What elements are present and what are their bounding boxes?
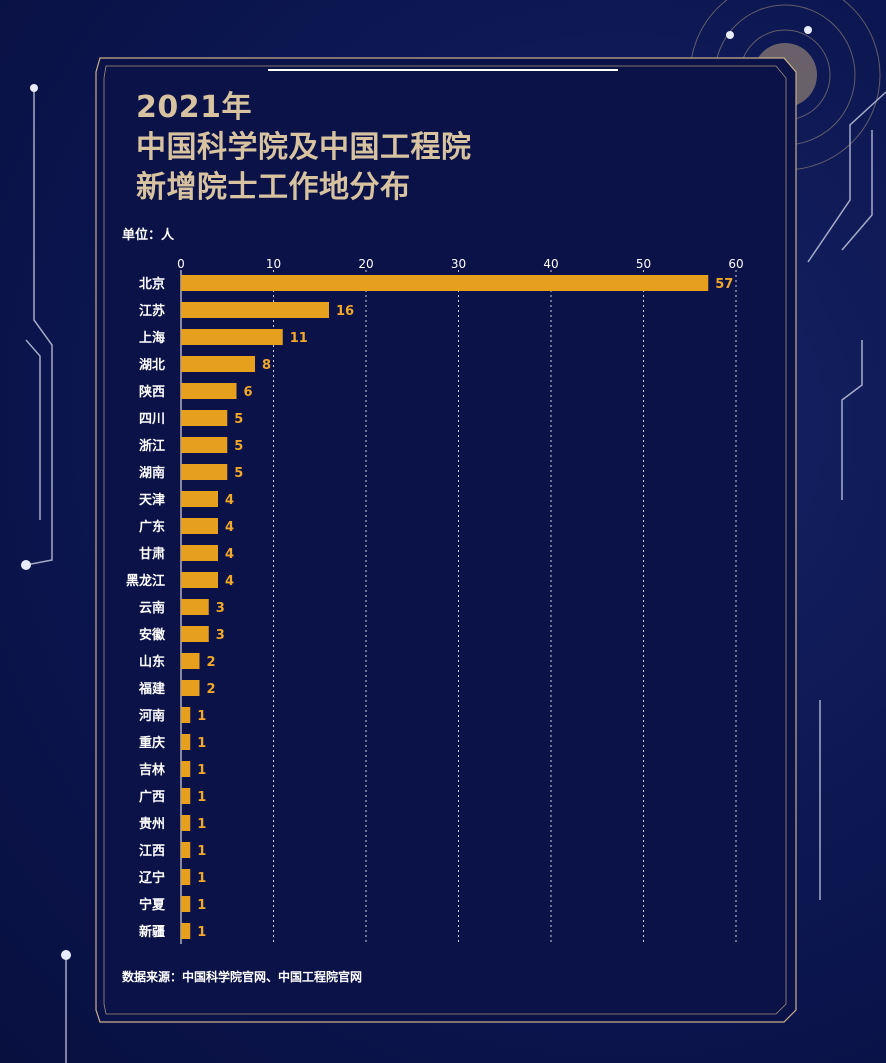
category-label: 宁夏 (139, 897, 166, 913)
value-label: 1 (197, 736, 206, 751)
x-tick-label: 60 (728, 257, 743, 271)
value-label: 1 (197, 709, 206, 724)
value-label: 57 (715, 277, 733, 292)
bar (181, 572, 218, 588)
category-label: 江苏 (139, 303, 165, 319)
bar (181, 383, 237, 399)
bar (181, 896, 191, 912)
category-label: 山东 (139, 654, 165, 670)
category-label: 天津 (139, 492, 165, 508)
category-label: 江西 (139, 843, 165, 859)
chart-title: 2021年 中国科学院及中国工程院 新增院士工作地分布 (136, 88, 472, 208)
title-line-3: 新增院士工作地分布 (136, 170, 411, 205)
category-label: 安徽 (139, 627, 166, 643)
bar (181, 626, 209, 642)
category-label: 北京 (139, 276, 165, 292)
category-label: 黑龙江 (126, 573, 165, 589)
value-label: 1 (197, 871, 206, 886)
title-line-1: 2021年 (136, 90, 252, 125)
value-label: 1 (197, 817, 206, 832)
value-label: 5 (234, 412, 243, 427)
bar (181, 464, 228, 480)
bar (181, 707, 191, 723)
bar (181, 653, 200, 669)
x-tick-label: 10 (266, 257, 281, 271)
category-label: 甘肃 (139, 546, 165, 562)
category-label: 吉林 (139, 762, 165, 778)
bar (181, 437, 228, 453)
category-label: 云南 (139, 600, 165, 616)
unit-label: 单位：人 (122, 228, 175, 243)
value-label: 3 (216, 601, 225, 616)
x-tick-label: 20 (358, 257, 373, 271)
value-label: 11 (290, 331, 308, 346)
bar (181, 545, 218, 561)
value-label: 2 (207, 655, 216, 670)
bar (181, 734, 191, 750)
value-label: 4 (225, 547, 234, 562)
category-label: 新疆 (139, 924, 165, 940)
value-label: 6 (244, 385, 253, 400)
category-label: 贵州 (139, 816, 165, 832)
value-label: 4 (225, 493, 234, 508)
category-label: 辽宁 (139, 870, 165, 886)
value-label: 4 (225, 574, 234, 589)
bar (181, 491, 218, 507)
value-label: 1 (197, 925, 206, 940)
category-label: 湖北 (139, 358, 165, 373)
category-label: 河南 (139, 708, 165, 724)
source-label: 数据来源：中国科学院官网、中国工程院官网 (122, 970, 363, 984)
category-label: 重庆 (139, 735, 165, 751)
bar (181, 869, 191, 885)
bar (181, 842, 191, 858)
bar (181, 761, 191, 777)
value-label: 1 (197, 790, 206, 805)
category-label: 陕西 (139, 384, 165, 400)
bar (181, 275, 709, 291)
value-label: 3 (216, 628, 225, 643)
bar (181, 599, 209, 615)
category-label: 福建 (138, 681, 165, 697)
bar (181, 923, 191, 939)
value-label: 1 (197, 844, 206, 859)
category-label: 浙江 (139, 438, 165, 454)
value-label: 5 (234, 439, 243, 454)
value-label: 2 (207, 682, 216, 697)
value-label: 1 (197, 898, 206, 913)
bar (181, 788, 191, 804)
value-label: 1 (197, 763, 206, 778)
value-label: 4 (225, 520, 234, 535)
title-line-2: 中国科学院及中国工程院 (136, 130, 472, 165)
bar (181, 329, 283, 345)
value-label: 16 (336, 304, 354, 319)
x-tick-label: 50 (636, 257, 651, 271)
bar (181, 815, 191, 831)
category-label: 湖南 (139, 465, 165, 481)
x-tick-label: 40 (543, 257, 558, 271)
value-label: 5 (234, 466, 243, 481)
category-label: 上海 (139, 330, 165, 346)
category-label: 四川 (139, 412, 165, 427)
category-label: 广东 (139, 519, 165, 535)
category-label: 广西 (139, 789, 165, 805)
x-tick-label: 0 (177, 257, 185, 271)
bar (181, 302, 329, 318)
value-label: 8 (262, 358, 271, 373)
bar (181, 680, 200, 696)
bar (181, 356, 255, 372)
x-tick-label: 30 (451, 257, 466, 271)
bar (181, 518, 218, 534)
bar (181, 410, 228, 426)
